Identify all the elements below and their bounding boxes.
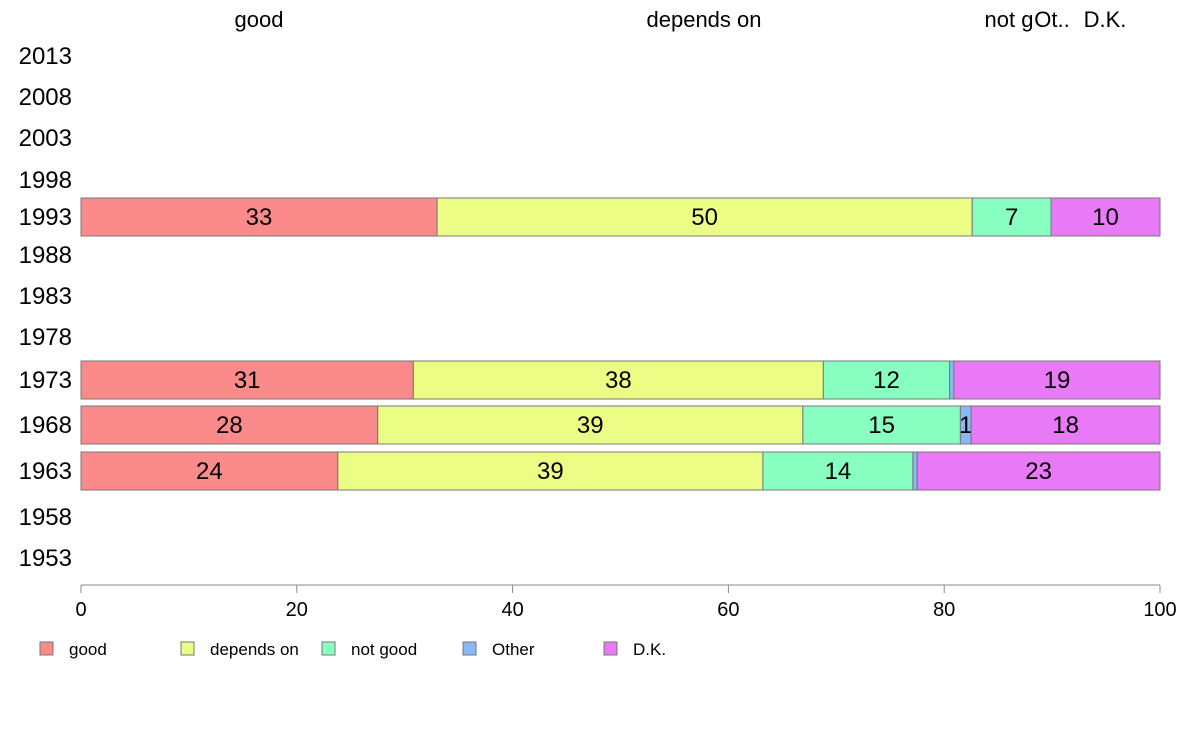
bar-segment — [377, 405, 804, 445]
bar-value-label: 24 — [196, 458, 223, 485]
x-tick-label: 60 — [717, 599, 739, 621]
year-label: 1968 — [19, 412, 72, 439]
year-label: 2003 — [19, 125, 72, 152]
bar-segment — [80, 451, 339, 491]
bar-segment — [970, 405, 1161, 445]
bar-row: 33 50 7 10 — [80, 197, 1161, 237]
bar-value-label: 38 — [605, 367, 632, 394]
bar-value-label: 28 — [216, 412, 243, 439]
year-label: 2013 — [19, 43, 72, 70]
bar-segment — [953, 360, 1161, 400]
column-header: D.K. — [1084, 7, 1127, 32]
bar-value-label: 19 — [1044, 367, 1071, 394]
column-header: good — [235, 7, 284, 32]
bar-value-label: 33 — [246, 204, 273, 231]
legend-swatch — [321, 641, 336, 656]
legend-label: D.K. — [633, 640, 666, 659]
year-label: 1998 — [19, 167, 72, 194]
bar-segment — [971, 197, 1052, 237]
bar-value-label: 7 — [1005, 204, 1018, 231]
legend-swatch — [462, 641, 477, 656]
bar-row: 24 39 14 23 — [80, 451, 1161, 491]
year-label: 1988 — [19, 242, 72, 269]
legend: good depends on not good Other D.K. — [39, 640, 666, 659]
legend-swatch — [39, 641, 54, 656]
year-label: 1963 — [19, 458, 72, 485]
column-header: Ot.. — [1034, 7, 1069, 32]
bar-segment — [412, 360, 824, 400]
legend-swatch — [180, 641, 195, 656]
year-label: 1993 — [19, 204, 72, 231]
column-header: not g — [985, 7, 1034, 32]
year-label: 1958 — [19, 504, 72, 531]
bar-segment — [436, 197, 973, 237]
bars: 33 50 7 10 31 38 12 19 28 39 15 1 18 24 39 14 23 — [80, 197, 1161, 491]
column-headers: good depends on not g Ot.. D.K. — [235, 7, 1127, 32]
bar-segment — [80, 405, 379, 445]
bar-value-label: 15 — [868, 412, 895, 439]
bar-value-label: 31 — [234, 367, 261, 394]
legend-item: good — [39, 640, 107, 659]
bar-value-label: 14 — [825, 458, 852, 485]
legend-label: not good — [351, 640, 417, 659]
legend-item: Other — [462, 640, 535, 659]
legend-item: depends on — [180, 640, 299, 659]
x-tick-label: 0 — [75, 599, 86, 621]
legend-swatch — [603, 641, 618, 656]
legend-item: D.K. — [603, 640, 666, 659]
bar-segment — [80, 197, 438, 237]
year-label: 1973 — [19, 367, 72, 394]
bar-segment — [1050, 197, 1161, 237]
bar-segment — [912, 451, 918, 491]
x-tick-label: 80 — [933, 599, 955, 621]
year-label: 1978 — [19, 324, 72, 351]
x-tick-label: 100 — [1143, 599, 1176, 621]
year-label: 1983 — [19, 283, 72, 310]
bar-value-label: 10 — [1092, 204, 1119, 231]
x-axis: 0 20 40 60 80 100 — [75, 584, 1177, 621]
bar-value-label: 18 — [1052, 412, 1079, 439]
bar-value-label: 50 — [691, 204, 718, 231]
column-header: depends on — [647, 7, 762, 32]
x-tick-label: 20 — [286, 599, 308, 621]
bar-segment — [337, 451, 764, 491]
bar-value-label: 39 — [537, 458, 564, 485]
bar-segment — [762, 451, 914, 491]
legend-item: not good — [321, 640, 417, 659]
bar-value-label: 39 — [577, 412, 604, 439]
bar-value-label: 23 — [1025, 458, 1052, 485]
year-label: 2008 — [19, 84, 72, 111]
legend-label: depends on — [210, 640, 299, 659]
year-labels: 2013 2008 2003 1998 1993 1988 1983 1978 1973 1968… — [19, 43, 72, 572]
bar-value-label: 12 — [873, 367, 900, 394]
bar-segment — [916, 451, 1161, 491]
bar-row: 28 39 15 1 18 — [80, 405, 1161, 445]
bar-value-label: 1 — [959, 412, 972, 439]
year-label: 1953 — [19, 545, 72, 572]
bar-segment — [80, 360, 414, 400]
bar-row: 31 38 12 19 — [80, 360, 1161, 400]
legend-label: Other — [492, 640, 535, 659]
bar-segment — [949, 360, 955, 400]
x-tick-label: 40 — [501, 599, 523, 621]
bar-segment — [822, 360, 951, 400]
legend-label: good — [69, 640, 107, 659]
